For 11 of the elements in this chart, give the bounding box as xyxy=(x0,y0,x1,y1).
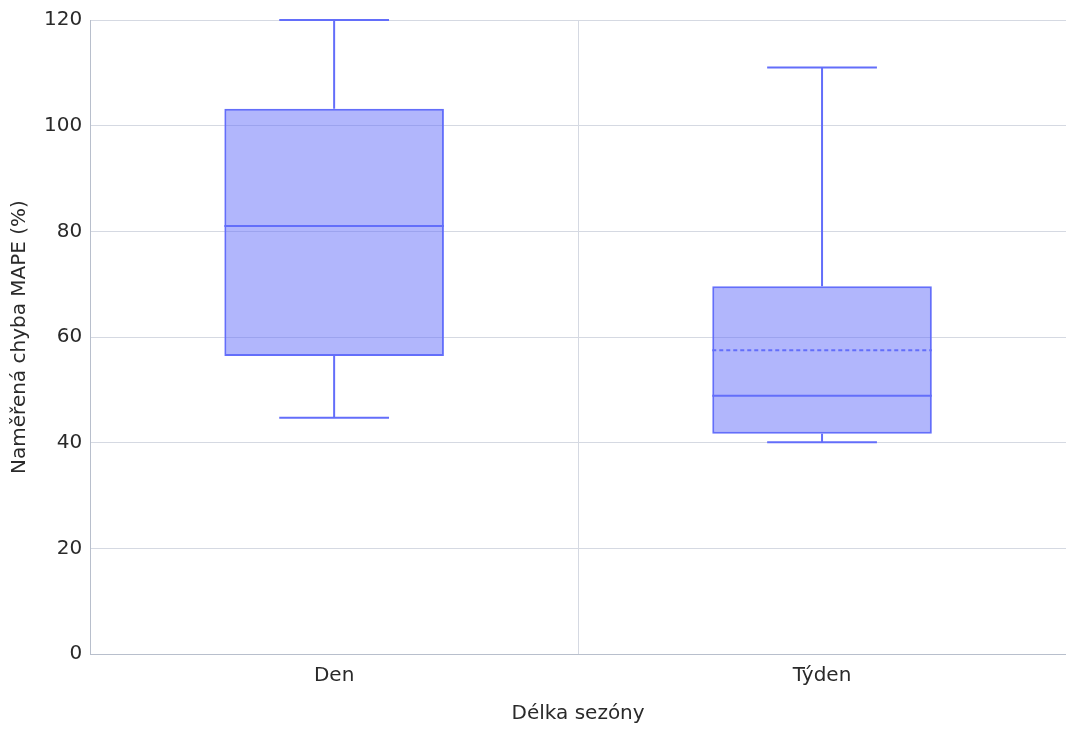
y-tick-label: 0 xyxy=(69,640,83,665)
y-tick-label: 80 xyxy=(56,217,83,242)
y-tick-label: 120 xyxy=(43,6,83,31)
x-tick-label: Týden xyxy=(791,662,852,687)
y-tick-label: 20 xyxy=(56,534,83,559)
y-tick-label: 100 xyxy=(43,111,83,136)
y-tick-label: 60 xyxy=(56,323,83,348)
x-axis-title: Délka sezóny xyxy=(511,700,645,725)
x-tick-label: Den xyxy=(313,662,355,687)
y-axis-title: Naměřená chyba MAPE (%) xyxy=(6,200,31,474)
y-tick-label: 40 xyxy=(56,428,83,453)
